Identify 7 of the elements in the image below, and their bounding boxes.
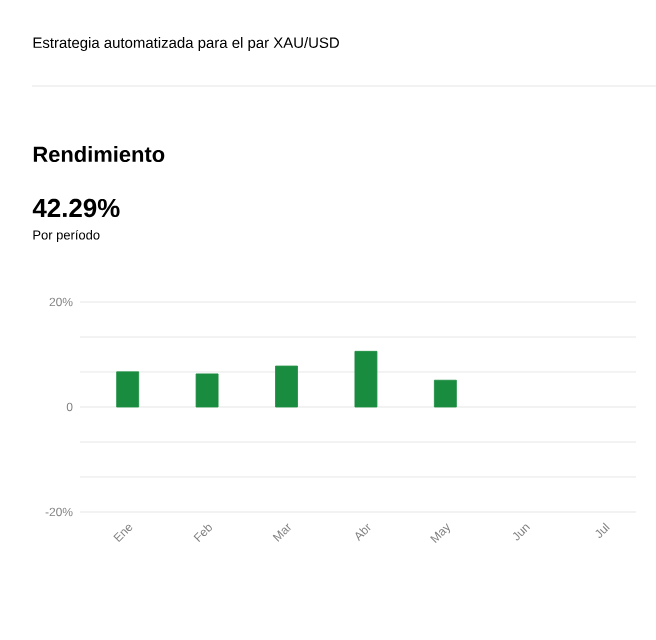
chart-title: Rendimiento: [33, 145, 165, 163]
bar: [433, 379, 457, 408]
bar: [195, 373, 219, 408]
bar: [354, 350, 378, 408]
text: 42.29%: [32, 198, 120, 218]
bar: [116, 371, 140, 408]
bar: [275, 365, 298, 408]
